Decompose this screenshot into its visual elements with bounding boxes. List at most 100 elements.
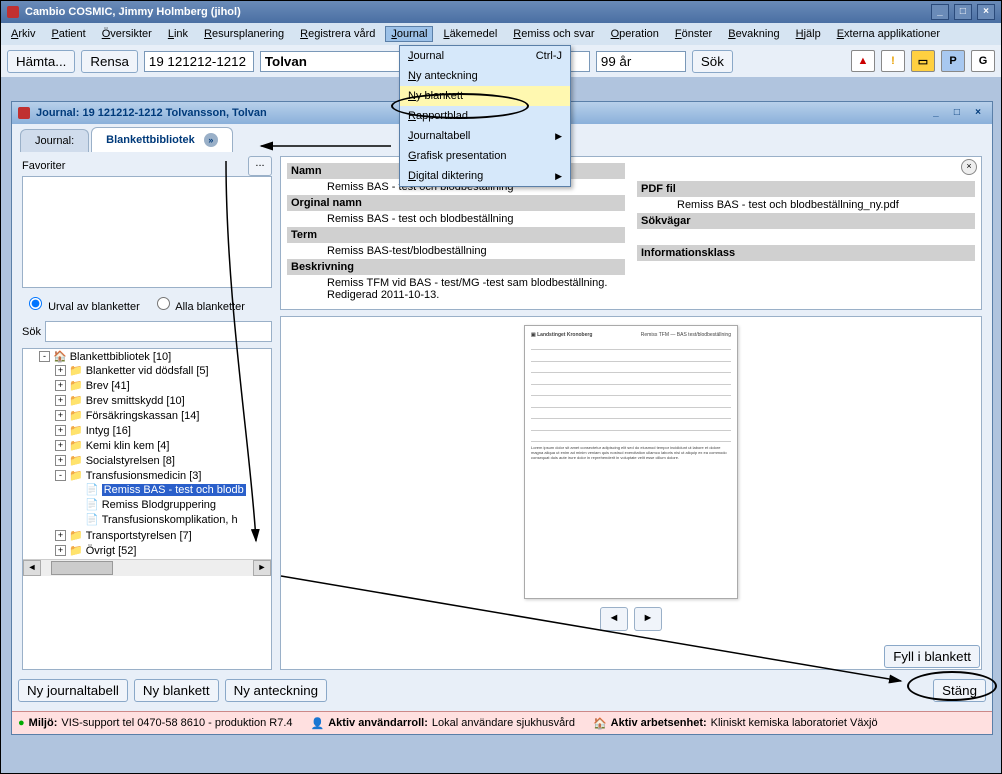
user-icon: 👤	[311, 717, 325, 730]
warning-icon[interactable]: !	[881, 50, 905, 72]
menu-läkemedel[interactable]: Läkemedel	[437, 26, 503, 42]
blankett-tree[interactable]: -🏠Blankettbibliotek [10]+📁Blanketter vid…	[22, 348, 272, 670]
sok-input[interactable]	[45, 321, 272, 342]
menu-remiss-och-svar[interactable]: Remiss och svar	[507, 26, 600, 42]
document-preview: ▣ Landstinget KronobergRemiss TFM — BAS …	[524, 325, 738, 599]
menu-registrera-vård[interactable]: Registrera vård	[294, 26, 381, 42]
statusbar: ● Miljö: VIS-support tel 0470-58 8610 - p…	[12, 711, 992, 734]
ny-blankett-button[interactable]: Ny blankett	[134, 679, 219, 702]
patient-id-input[interactable]	[144, 51, 254, 72]
menu-översikter[interactable]: Översikter	[96, 26, 158, 42]
tree-leaf[interactable]: 📄Transfusionskomplikation, h	[71, 513, 271, 526]
sok-label: Sök	[22, 326, 41, 338]
titlebar: Cambio COSMIC, Jimmy Holmberg (jihol) _ …	[1, 1, 1001, 23]
sok-button[interactable]: Sök	[692, 50, 733, 73]
subwindow-icon	[18, 107, 30, 119]
radio-alla-label: Alla blanketter	[175, 301, 245, 313]
tree-node[interactable]: +📁Brev [41]	[55, 379, 271, 392]
app-icon	[7, 6, 19, 18]
sub-close-button[interactable]: ×	[970, 106, 986, 120]
journal-subwindow: Journal: 19 121212-1212 Tolvansson, Tolv…	[11, 101, 993, 735]
fyll-i-blankett-button[interactable]: Fyll i blankett	[884, 645, 980, 668]
sub-maximize-button[interactable]: □	[949, 106, 965, 120]
tree-node[interactable]: +📁Blanketter vid dödsfall [5]	[55, 364, 271, 377]
filter-radios: Urval av blanketter Alla blanketter	[22, 288, 272, 319]
menu-fönster[interactable]: Fönster	[669, 26, 718, 42]
g-badge[interactable]: G	[971, 50, 995, 72]
menu-journal[interactable]: Journal	[385, 26, 433, 42]
tree-node[interactable]: +📁Intyg [16]	[55, 424, 271, 437]
menuitem-journaltabell[interactable]: Journaltabell▶	[400, 126, 570, 146]
sokvagar-value	[637, 229, 975, 245]
menuitem-ny-anteckning[interactable]: Ny anteckning	[400, 66, 570, 86]
detail-close-icon[interactable]: ×	[961, 159, 977, 175]
close-button[interactable]: ×	[977, 4, 995, 20]
window-title: Cambio COSMIC, Jimmy Holmberg (jihol)	[25, 6, 241, 18]
note-icon[interactable]: ▭	[911, 50, 935, 72]
sub-minimize-button[interactable]: _	[928, 106, 944, 120]
enhet-label: Aktiv arbetsenhet:	[611, 717, 707, 729]
tree-hscrollbar[interactable]: ◄►	[23, 559, 271, 576]
bullet-icon: ●	[18, 717, 25, 729]
term-label: Term	[287, 227, 625, 243]
menu-arkiv[interactable]: Arkiv	[5, 26, 41, 42]
next-page-button[interactable]: ►	[634, 607, 662, 631]
menu-resursplanering[interactable]: Resursplanering	[198, 26, 290, 42]
menu-externa-applikationer[interactable]: Externa applikationer	[831, 26, 946, 42]
p-badge[interactable]: P	[941, 50, 965, 72]
menu-patient[interactable]: Patient	[45, 26, 91, 42]
tree-node[interactable]: +📁Kemi klin kem [4]	[55, 439, 271, 452]
tab-blankett-label: Blankettbibliotek	[106, 134, 195, 146]
minimize-button[interactable]: _	[931, 4, 949, 20]
alert-icon[interactable]: ▲	[851, 50, 875, 72]
preview-panel: ▣ Landstinget KronobergRemiss TFM — BAS …	[280, 316, 982, 670]
tab-go-icon[interactable]: »	[204, 133, 218, 147]
favoriter-more-button[interactable]: ...	[248, 156, 272, 176]
menu-hjälp[interactable]: Hjälp	[790, 26, 827, 42]
tree-node[interactable]: +📁Transportstyrelsen [7]	[55, 529, 271, 542]
radio-alla[interactable]: Alla blanketter	[152, 294, 245, 313]
ny-anteckning-button[interactable]: Ny anteckning	[225, 679, 327, 702]
tab-journal[interactable]: Journal:	[20, 129, 89, 152]
orginal-value: Remiss BAS - test och blodbeställning	[287, 211, 625, 227]
tree-node[interactable]: +📁Socialstyrelsen [8]	[55, 454, 271, 467]
rensa-button[interactable]: Rensa	[81, 50, 138, 73]
menuitem-digital-diktering[interactable]: Digital diktering▶	[400, 166, 570, 186]
orginal-label: Orginal namn	[287, 195, 625, 211]
beskrivning-label: Beskrivning	[287, 259, 625, 275]
age-input[interactable]	[596, 51, 686, 72]
maximize-button[interactable]: □	[954, 4, 972, 20]
home-icon: 🏠	[593, 717, 607, 730]
beskrivning-value: Remiss TFM vid BAS - test/MG -test sam b…	[287, 275, 625, 303]
tree-node[interactable]: +📁Brev smittskydd [10]	[55, 394, 271, 407]
tab-blankettbibliotek[interactable]: Blankettbibliotek »	[91, 127, 233, 152]
hamta-button[interactable]: Hämta...	[7, 50, 75, 73]
menu-link[interactable]: Link	[162, 26, 194, 42]
tree-leaf[interactable]: 📄Remiss Blodgruppering	[71, 498, 271, 511]
pdf-value: Remiss BAS - test och blodbeställning_ny…	[637, 197, 975, 213]
menuitem-rapportblad[interactable]: Rapportblad	[400, 106, 570, 126]
roll-value: Lokal användare sjukhusvård	[432, 717, 575, 729]
prev-page-button[interactable]: ◄	[600, 607, 628, 631]
tree-node[interactable]: +📁Övrigt [52]	[55, 544, 271, 557]
bottom-toolbar: Ny journaltabell Ny blankett Ny anteckni…	[18, 676, 986, 704]
subwindow-title: Journal: 19 121212-1212 Tolvansson, Tolv…	[36, 107, 267, 119]
miljo-label: Miljö:	[29, 717, 58, 729]
favoriter-list[interactable]	[22, 176, 272, 288]
menuitem-journal[interactable]: JournalCtrl-J	[400, 46, 570, 66]
preview-nav: ◄ ►	[600, 607, 662, 631]
menuitem-grafisk-presentation[interactable]: Grafisk presentation	[400, 146, 570, 166]
radio-urval[interactable]: Urval av blanketter	[24, 294, 140, 313]
search-row: Sök	[22, 319, 272, 344]
stang-button[interactable]: Stäng	[933, 679, 986, 702]
menu-operation[interactable]: Operation	[605, 26, 665, 42]
enhet-value: Kliniskt kemiska laboratoriet Växjö	[711, 717, 878, 729]
miljo-value: VIS-support tel 0470-58 8610 - produktio…	[61, 717, 292, 729]
tree-node[interactable]: +📁Försäkringskassan [14]	[55, 409, 271, 422]
menuitem-ny-blankett[interactable]: Ny blankett	[400, 86, 570, 106]
sokvagar-label: Sökvägar	[637, 213, 975, 229]
tree-leaf[interactable]: 📄Remiss BAS - test och blodb	[71, 483, 271, 496]
menu-bevakning[interactable]: Bevakning	[722, 26, 785, 42]
ny-journaltabell-button[interactable]: Ny journaltabell	[18, 679, 128, 702]
tree-node[interactable]: -📁Transfusionsmedicin [3]	[55, 469, 271, 482]
